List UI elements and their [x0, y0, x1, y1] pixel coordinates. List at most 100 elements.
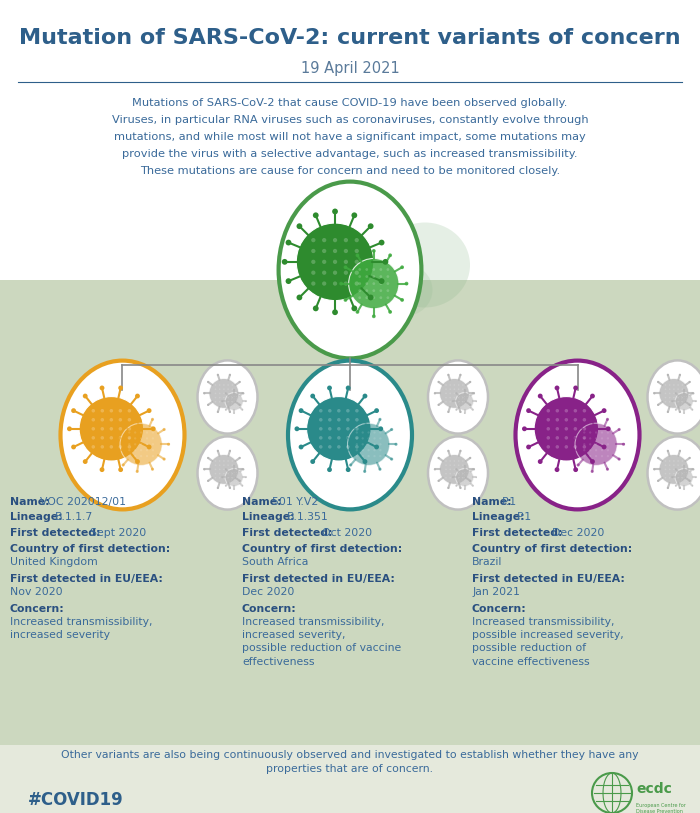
Circle shape [678, 464, 679, 466]
Circle shape [445, 385, 447, 386]
Circle shape [229, 401, 230, 402]
Circle shape [462, 385, 463, 386]
Circle shape [297, 224, 302, 229]
Circle shape [127, 418, 131, 422]
Circle shape [653, 468, 655, 471]
Circle shape [467, 401, 468, 402]
Circle shape [379, 467, 382, 471]
Circle shape [684, 398, 685, 399]
Circle shape [128, 455, 130, 457]
Circle shape [568, 435, 571, 438]
Text: provide the virus with a selective advantage, such as increased transmissibility: provide the virus with a selective advan… [122, 149, 577, 159]
Circle shape [110, 436, 113, 440]
Circle shape [678, 473, 679, 475]
Circle shape [447, 450, 449, 452]
Circle shape [241, 409, 243, 411]
Circle shape [657, 480, 659, 482]
Circle shape [389, 310, 392, 314]
Circle shape [595, 437, 597, 440]
Circle shape [445, 393, 447, 394]
Circle shape [344, 265, 347, 269]
Circle shape [438, 480, 440, 482]
Circle shape [678, 397, 679, 398]
Circle shape [152, 432, 154, 433]
Circle shape [445, 464, 447, 466]
Circle shape [296, 223, 374, 301]
Circle shape [678, 475, 680, 476]
Circle shape [236, 477, 237, 478]
Circle shape [683, 389, 685, 390]
Circle shape [686, 396, 687, 397]
Circle shape [233, 489, 235, 490]
Circle shape [229, 450, 231, 452]
Circle shape [459, 482, 460, 483]
Circle shape [591, 415, 594, 419]
Circle shape [445, 473, 447, 475]
Ellipse shape [197, 360, 258, 433]
Circle shape [682, 468, 683, 470]
Circle shape [313, 212, 319, 218]
Circle shape [295, 426, 300, 431]
Circle shape [319, 436, 323, 440]
Circle shape [682, 401, 683, 402]
Circle shape [146, 432, 148, 433]
Circle shape [241, 393, 243, 394]
Circle shape [120, 424, 162, 465]
Circle shape [127, 445, 131, 449]
Circle shape [233, 465, 235, 467]
Circle shape [684, 472, 685, 473]
Circle shape [307, 397, 371, 461]
Circle shape [231, 401, 232, 402]
Circle shape [299, 445, 304, 450]
Circle shape [684, 401, 685, 402]
Circle shape [565, 427, 568, 431]
Circle shape [461, 403, 463, 405]
Circle shape [692, 485, 693, 486]
Circle shape [140, 443, 142, 446]
Circle shape [454, 460, 455, 462]
Circle shape [459, 472, 460, 473]
Circle shape [347, 424, 390, 465]
Circle shape [438, 404, 440, 406]
Circle shape [349, 259, 399, 309]
Circle shape [355, 427, 358, 431]
Circle shape [454, 464, 455, 466]
Circle shape [152, 449, 154, 451]
Circle shape [118, 409, 122, 412]
FancyBboxPatch shape [0, 0, 700, 280]
Circle shape [665, 397, 666, 398]
Circle shape [368, 224, 374, 229]
Circle shape [554, 467, 559, 472]
Circle shape [665, 385, 666, 386]
Ellipse shape [380, 223, 470, 307]
Circle shape [225, 409, 227, 411]
Text: Dec 2020: Dec 2020 [242, 587, 295, 597]
Circle shape [469, 401, 470, 402]
Circle shape [547, 409, 550, 412]
Circle shape [665, 460, 666, 462]
Circle shape [449, 389, 451, 390]
Circle shape [467, 398, 468, 399]
Circle shape [673, 385, 675, 386]
Text: Name:: Name: [242, 497, 286, 507]
Circle shape [689, 396, 690, 397]
Circle shape [467, 406, 468, 407]
Circle shape [379, 240, 384, 246]
Circle shape [681, 396, 682, 397]
Circle shape [122, 463, 125, 467]
Circle shape [344, 281, 348, 285]
Circle shape [689, 480, 691, 482]
Circle shape [150, 426, 155, 431]
Circle shape [135, 459, 140, 464]
Text: Mutations of SARS-CoV-2 that cause COVID-19 have been observed globally.: Mutations of SARS-CoV-2 that cause COVID… [132, 98, 568, 108]
Circle shape [229, 482, 230, 483]
Circle shape [228, 397, 229, 398]
Circle shape [568, 450, 571, 454]
Circle shape [445, 460, 447, 462]
Circle shape [669, 473, 671, 475]
Circle shape [146, 449, 148, 451]
Text: First detected:: First detected: [10, 528, 104, 538]
Circle shape [110, 445, 113, 449]
Circle shape [356, 455, 358, 457]
Circle shape [281, 259, 288, 265]
